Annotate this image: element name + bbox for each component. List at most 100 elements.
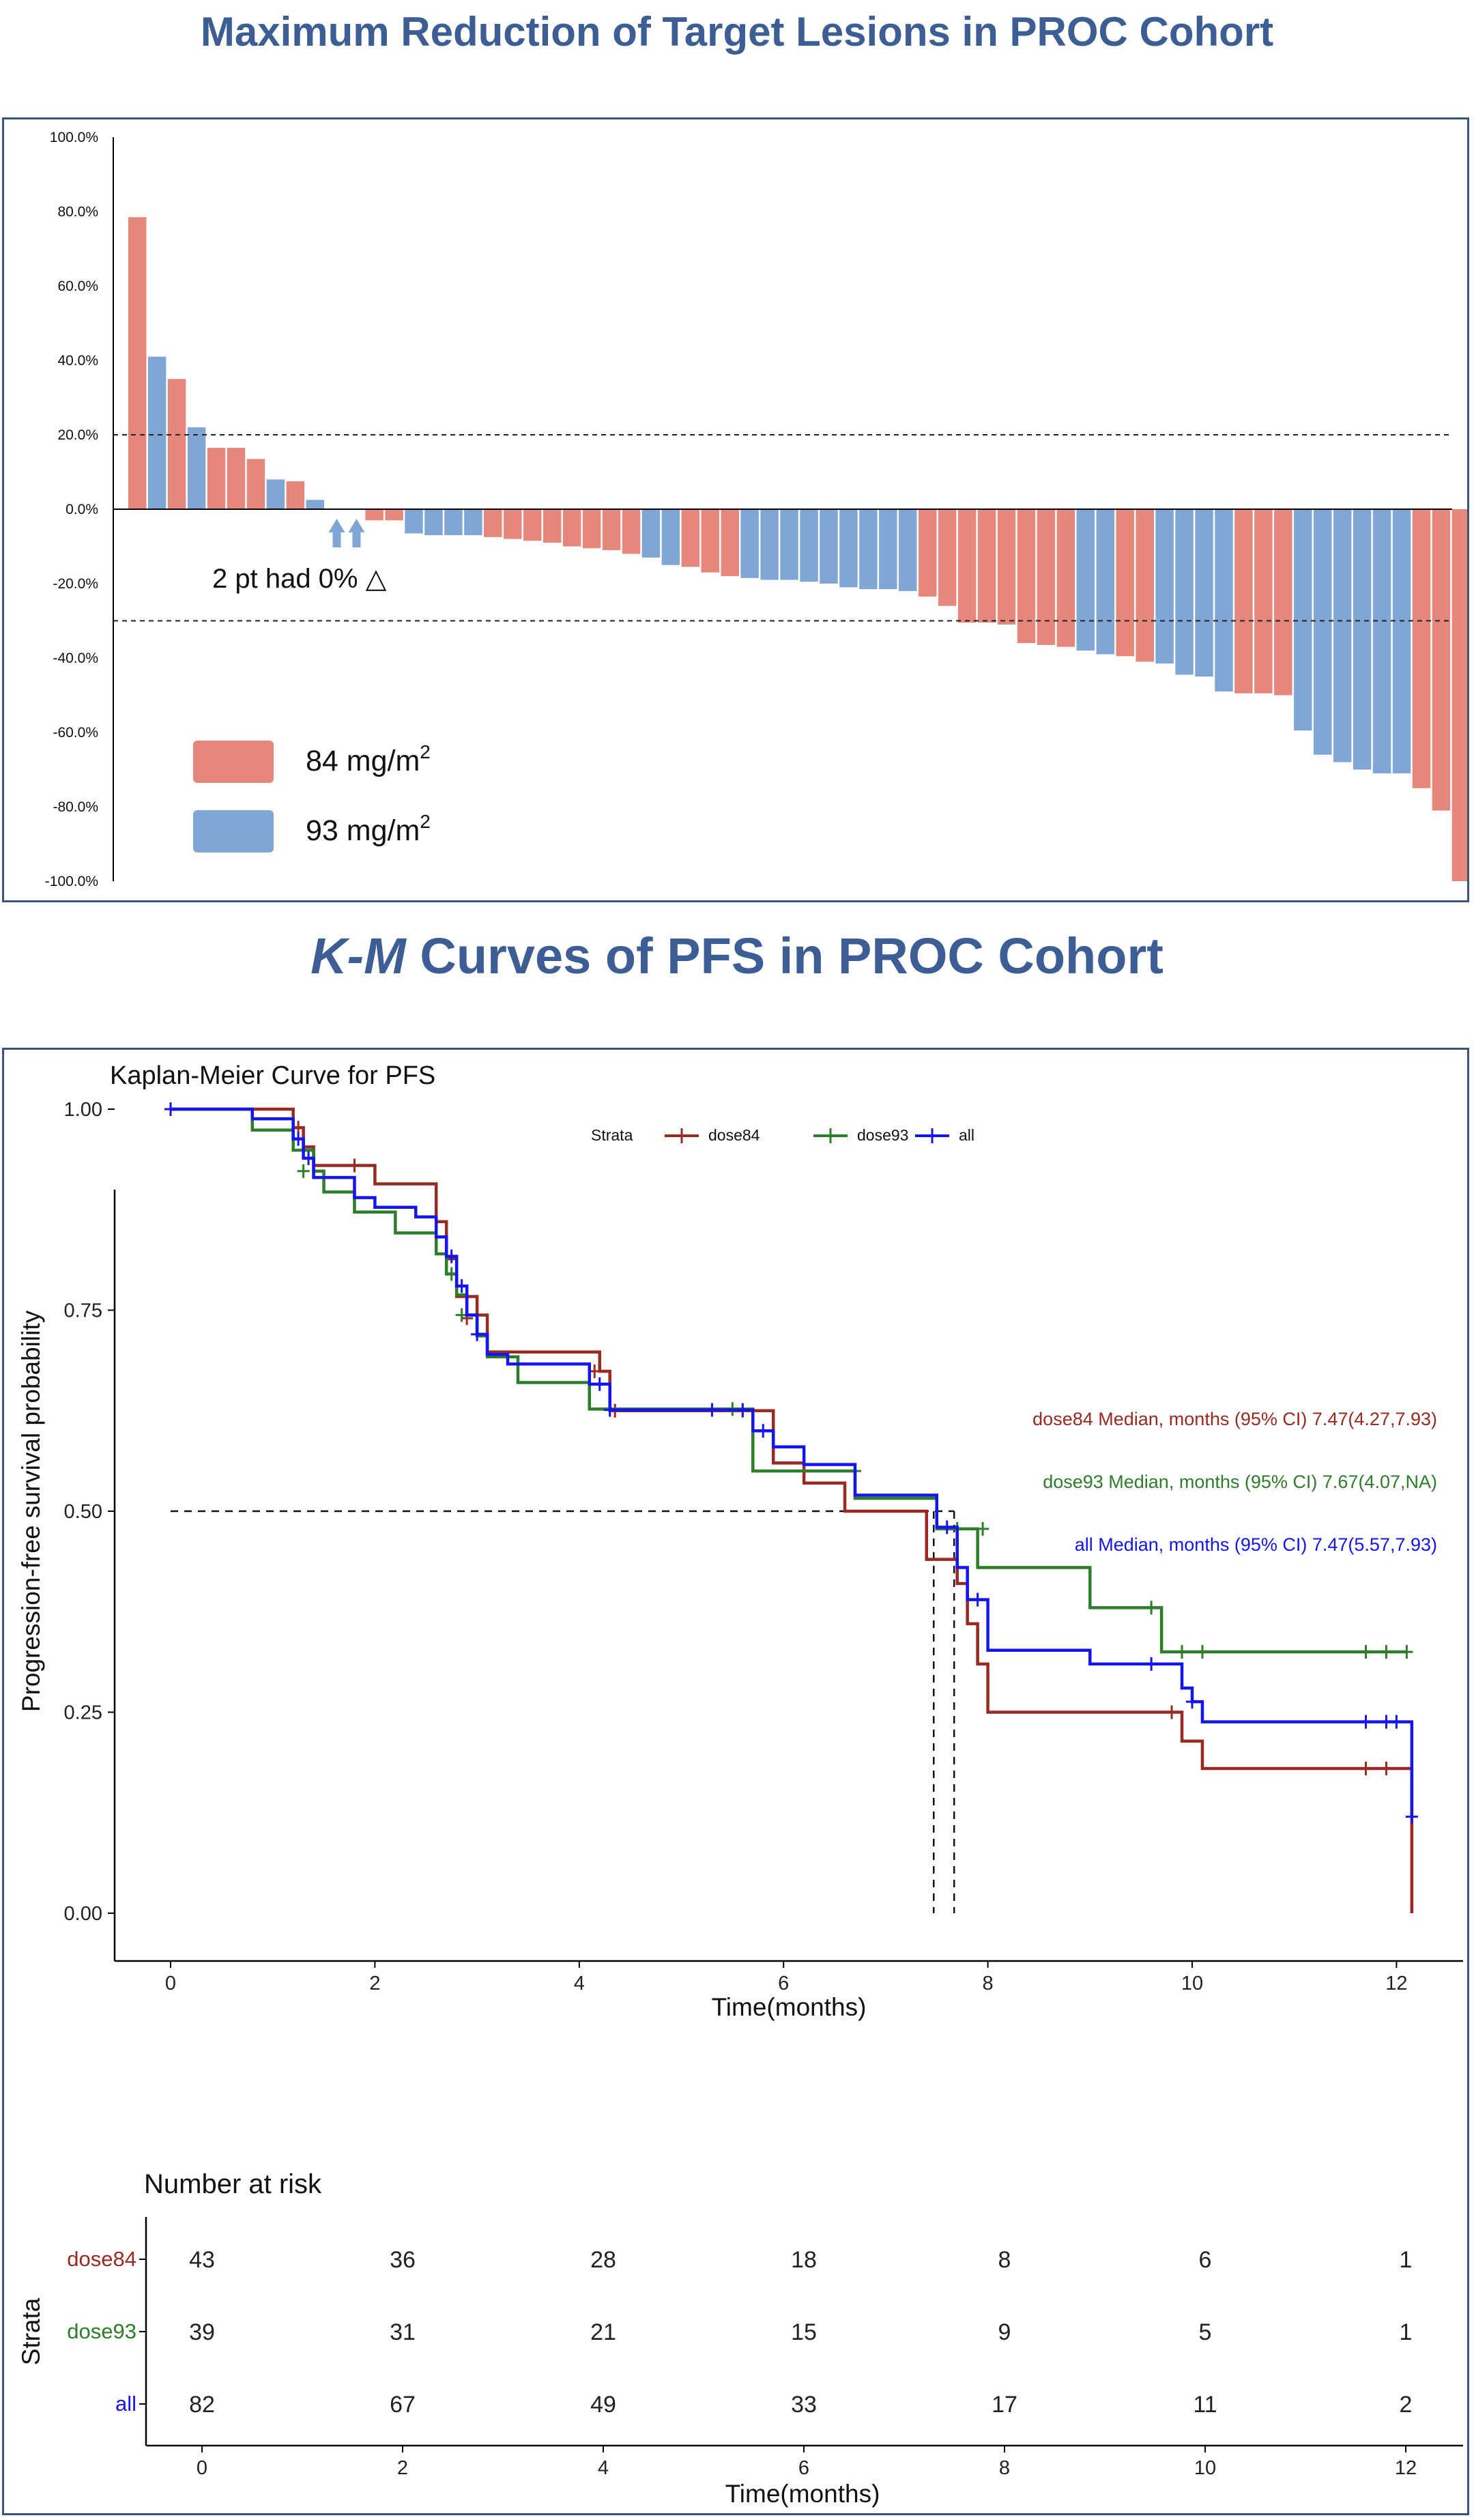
risk-cell: 1	[1400, 2247, 1413, 2273]
waterfall-bar	[1017, 509, 1036, 644]
censor-mark-all	[471, 1327, 484, 1341]
risk-cell: 21	[590, 2319, 616, 2345]
legend-label-sup: 2	[420, 811, 431, 832]
censor-mark-all	[603, 1403, 616, 1417]
waterfall-bar	[1195, 509, 1213, 677]
waterfall-bar	[681, 509, 700, 567]
legend-swatch	[193, 741, 274, 783]
risk-table-title: Number at risk	[144, 2169, 322, 2199]
y-tick-label: -100.0%	[45, 874, 98, 889]
legend-label: all	[959, 1126, 974, 1144]
y-tick-label: 0.00	[64, 1903, 102, 1925]
waterfall-bar	[1056, 509, 1075, 647]
censor-mark-dose84	[1359, 1761, 1372, 1775]
waterfall-bar	[1392, 509, 1411, 773]
km-plot-title: Kaplan-Meier Curve for PFS	[110, 1061, 435, 1090]
risk-cell: 33	[791, 2392, 817, 2418]
waterfall-bar	[365, 509, 384, 521]
waterfall-bar	[1412, 509, 1431, 788]
waterfall-bar	[641, 509, 661, 558]
legend-label: 93 mg/m2	[306, 811, 431, 847]
censor-mark-all	[593, 1377, 606, 1391]
waterfall-bar	[464, 509, 482, 536]
waterfall-bar	[800, 509, 818, 582]
censor-mark-dose93	[1380, 1645, 1393, 1659]
waterfall-bar	[306, 500, 324, 509]
waterfall-bar	[1372, 509, 1391, 773]
censor-mark-dose93	[1176, 1645, 1189, 1659]
legend-label-sup: 2	[420, 741, 431, 762]
y-tick-label: 40.0%	[57, 353, 98, 369]
legend-label-text: 93 mg/m	[306, 814, 420, 847]
risk-cell: 5	[1199, 2319, 1212, 2345]
waterfall-bar	[1234, 509, 1253, 693]
risk-cell: 36	[390, 2247, 416, 2273]
km-title-italic: K-M	[310, 928, 406, 984]
censor-mark-dose93	[1145, 1601, 1158, 1615]
risk-cell: 28	[590, 2247, 616, 2273]
km-y-axis-title: Progression-free survival probability	[17, 1310, 45, 1712]
legend-label: dose84	[708, 1126, 760, 1144]
waterfall-bar	[523, 509, 542, 541]
risk-x-tick-label: 12	[1395, 2457, 1417, 2479]
risk-x-tick-label: 4	[598, 2457, 609, 2479]
waterfall-bar	[839, 509, 858, 588]
zero-change-arrow	[348, 519, 365, 547]
risk-cell: 82	[189, 2392, 215, 2418]
zero-change-arrow	[328, 519, 345, 547]
waterfall-bar	[721, 509, 739, 577]
waterfall-bar	[1274, 509, 1292, 696]
risk-cell: 18	[791, 2247, 817, 2273]
waterfall-bar	[1096, 509, 1114, 655]
censor-mark-dose93	[297, 1164, 310, 1178]
median-annotation: all Median, months (95% CI) 7.47(5.57,7.…	[1075, 1534, 1437, 1555]
median-annotation: dose93 Median, months (95% CI) 7.67(4.07…	[1043, 1472, 1437, 1492]
waterfall-bar	[1254, 509, 1273, 693]
km-title-rest: Curves of PFS in PROC Cohort	[405, 928, 1164, 984]
risk-cell: 11	[1193, 2392, 1217, 2418]
waterfall-bar	[582, 509, 601, 549]
waterfall-bar	[246, 459, 265, 509]
waterfall-bar	[484, 509, 502, 537]
waterfall-bar	[1294, 509, 1312, 731]
risk-row-label: all	[115, 2392, 136, 2416]
risk-row-label: dose93	[67, 2319, 136, 2343]
waterfall-bar	[879, 509, 897, 590]
censor-mark-dose93	[1400, 1645, 1413, 1659]
risk-x-tick-label: 2	[397, 2457, 408, 2479]
waterfall-bar	[1451, 509, 1471, 881]
legend-label-text: 84 mg/m	[306, 745, 420, 777]
censor-mark-all	[445, 1249, 458, 1263]
risk-cell: 31	[390, 2319, 416, 2345]
waterfall-bar	[1333, 509, 1352, 762]
risk-y-axis-title: Strata	[17, 2297, 45, 2365]
risk-cell: 49	[590, 2392, 616, 2418]
legend-label: 84 mg/m2	[306, 741, 431, 777]
censor-mark-all	[1186, 1695, 1198, 1709]
km-x-axis-title: Time(months)	[712, 1993, 867, 2021]
waterfall-bar	[543, 509, 562, 543]
censor-mark-dose84	[1166, 1705, 1179, 1719]
y-tick-label: 0.0%	[66, 502, 98, 517]
waterfall-bar	[424, 509, 443, 536]
waterfall-bar	[187, 427, 206, 509]
y-tick-label: 0.25	[64, 1702, 102, 1724]
risk-cell: 43	[189, 2247, 215, 2273]
km-panel: Kaplan-Meier Curve for PFS Strata dose84 do…	[2, 1048, 1469, 2515]
y-tick-label: 0.75	[64, 1300, 102, 1322]
censor-mark-all	[757, 1424, 770, 1438]
x-tick-label: 4	[574, 1973, 585, 1994]
risk-x-tick-label: 0	[197, 2457, 207, 2479]
annotation-zero-change: 2 pt had 0% △	[212, 564, 387, 594]
legend-label: dose93	[857, 1126, 908, 1144]
censor-mark-dose84	[1380, 1761, 1393, 1775]
x-tick-label: 10	[1181, 1973, 1203, 1994]
risk-row-label: dose84	[67, 2247, 136, 2271]
x-tick-label: 6	[778, 1973, 789, 1994]
waterfall-bar	[1136, 509, 1154, 662]
y-tick-label: 100.0%	[50, 130, 98, 145]
y-tick-label: 20.0%	[57, 427, 98, 443]
waterfall-bar	[740, 509, 759, 578]
waterfall-bar	[820, 509, 838, 584]
waterfall-bar	[602, 509, 621, 550]
